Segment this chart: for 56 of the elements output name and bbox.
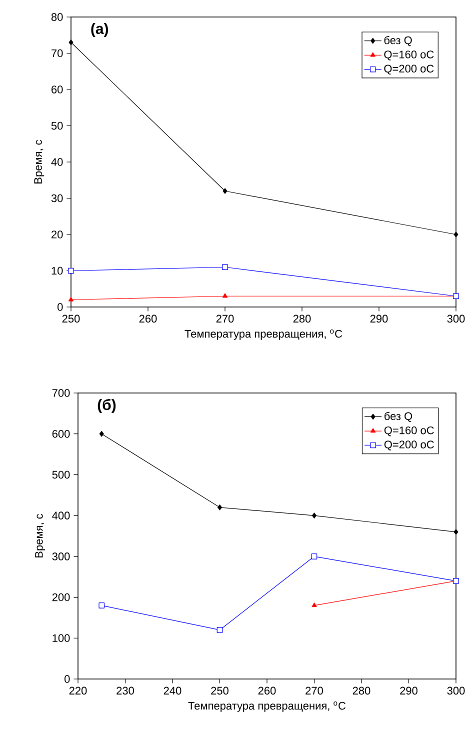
- x-tick-label: 270: [306, 686, 323, 695]
- point: [68, 39, 74, 46]
- y-tick-label: 80: [51, 13, 63, 21]
- x-tick-label: 280: [293, 314, 311, 323]
- x-tick-label: 290: [400, 686, 418, 695]
- point: [68, 268, 74, 274]
- y-tick-label: 700: [52, 389, 70, 397]
- x-tick-label: 280: [352, 686, 370, 695]
- legend-label: без Q: [384, 412, 412, 422]
- legend-label: Q=160 oC: [384, 426, 434, 436]
- point: [311, 554, 318, 560]
- x-tick-label: 250: [62, 314, 80, 323]
- x-tick-label: 260: [139, 314, 157, 323]
- y-tick-label: 200: [52, 593, 70, 602]
- y-tick-label: 0: [58, 303, 63, 311]
- y-tick-label: 20: [52, 230, 63, 238]
- y-tick-label: 600: [52, 430, 70, 438]
- y-tick-label: 500: [52, 470, 70, 479]
- y-tick-label: 40: [51, 158, 63, 166]
- point: [454, 529, 458, 535]
- legend-label: Q=200 oC: [384, 64, 434, 75]
- x-tick-label: 220: [69, 686, 87, 695]
- x-tick-label: 290: [370, 314, 388, 323]
- y-tick-label: 100: [52, 634, 70, 642]
- point: [99, 430, 104, 437]
- x-tick-label: 300: [447, 686, 465, 695]
- y-tick-label: 300: [52, 552, 70, 560]
- y-tick-label: 30: [51, 194, 63, 202]
- legend-label: Q=160 oC: [384, 50, 434, 60]
- point: [222, 188, 228, 194]
- x-tick-label: 230: [116, 686, 134, 695]
- point: [222, 264, 228, 270]
- point: [216, 627, 223, 633]
- x-tick-label: 240: [164, 686, 182, 695]
- legend-label: без Q: [384, 36, 412, 46]
- x-axis-title: Температура превращения, $^{o}$C: [188, 701, 346, 712]
- point: [98, 602, 105, 608]
- y-tick-label: 70: [52, 49, 63, 58]
- y-tick-label: 400: [52, 512, 70, 520]
- x-tick-label: 250: [211, 686, 228, 695]
- x-tick-label: 300: [447, 314, 465, 323]
- y-tick-label: 50: [51, 122, 63, 130]
- point: [312, 512, 316, 518]
- annotation: (a): [91, 23, 108, 37]
- x-tick-label: 270: [216, 314, 234, 323]
- y-axis-title: Время, с: [34, 140, 44, 184]
- x-tick-label: 260: [258, 686, 276, 695]
- y-tick-label: 60: [52, 86, 63, 94]
- y-tick-label: 10: [52, 266, 63, 275]
- point: [217, 504, 222, 510]
- legend-label: Q=200 oC: [384, 440, 434, 450]
- y-axis-title: Время, с: [35, 514, 45, 558]
- annotation: (б): [98, 398, 116, 414]
- y-tick-label: 0: [64, 675, 70, 683]
- x-axis-title: Температура превращения, $^{o}$C: [184, 329, 342, 340]
- point: [454, 232, 458, 238]
